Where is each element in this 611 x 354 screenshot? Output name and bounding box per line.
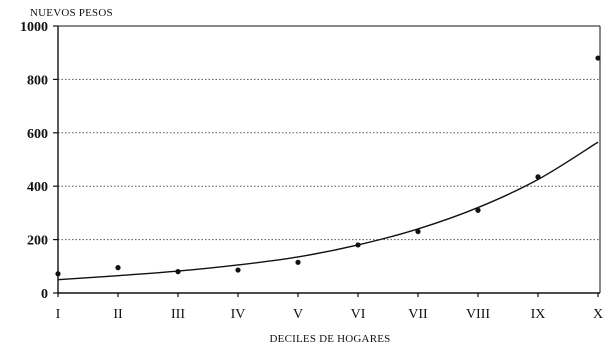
x-tick-labels: I II III IV V VI VII VIII IX X [56, 293, 603, 322]
x-tick-label-4: IV [231, 307, 246, 322]
data-point-2 [115, 265, 121, 271]
data-point-1 [55, 271, 61, 277]
trend-layer [57, 141, 599, 281]
data-point-4 [235, 267, 241, 273]
grid-lines [58, 25, 600, 241]
data-point-5 [295, 259, 301, 265]
y-tick-label-600: 600 [27, 127, 48, 142]
data-point-7 [415, 228, 421, 235]
x-tick-label-7: VII [408, 307, 428, 322]
x-tick-label-5: V [293, 307, 303, 322]
y-tick-label-0: 0 [41, 287, 48, 302]
y-tick-label-200: 200 [27, 234, 48, 249]
data-point-8 [475, 207, 481, 213]
data-point-10 [595, 55, 601, 61]
x-tick-label-2: II [113, 307, 123, 322]
data-point-6 [355, 242, 361, 248]
x-tick-label-9: IX [531, 307, 546, 322]
x-tick-label-3: III [171, 307, 185, 322]
x-tick-label-6: VI [351, 307, 366, 322]
x-tick-label-10: X [593, 307, 603, 322]
y-tick-label-800: 800 [27, 73, 48, 88]
y-tick-label-1000: 1000 [20, 20, 48, 35]
axes [57, 25, 601, 294]
y-axis-label: NUEVOS PESOS [30, 7, 113, 19]
x-axis-label: DECILES DE HOGARES [270, 333, 391, 345]
data-point-9 [535, 174, 541, 180]
x-tick-label-1: I [56, 307, 61, 322]
x-tick-label-8: VIII [466, 307, 490, 322]
trend-line [57, 141, 599, 281]
data-point-3 [175, 269, 181, 275]
points-layer [55, 55, 601, 277]
y-tick-labels: 0 200 400 600 800 1000 [20, 20, 58, 302]
y-tick-label-400: 400 [27, 180, 48, 195]
